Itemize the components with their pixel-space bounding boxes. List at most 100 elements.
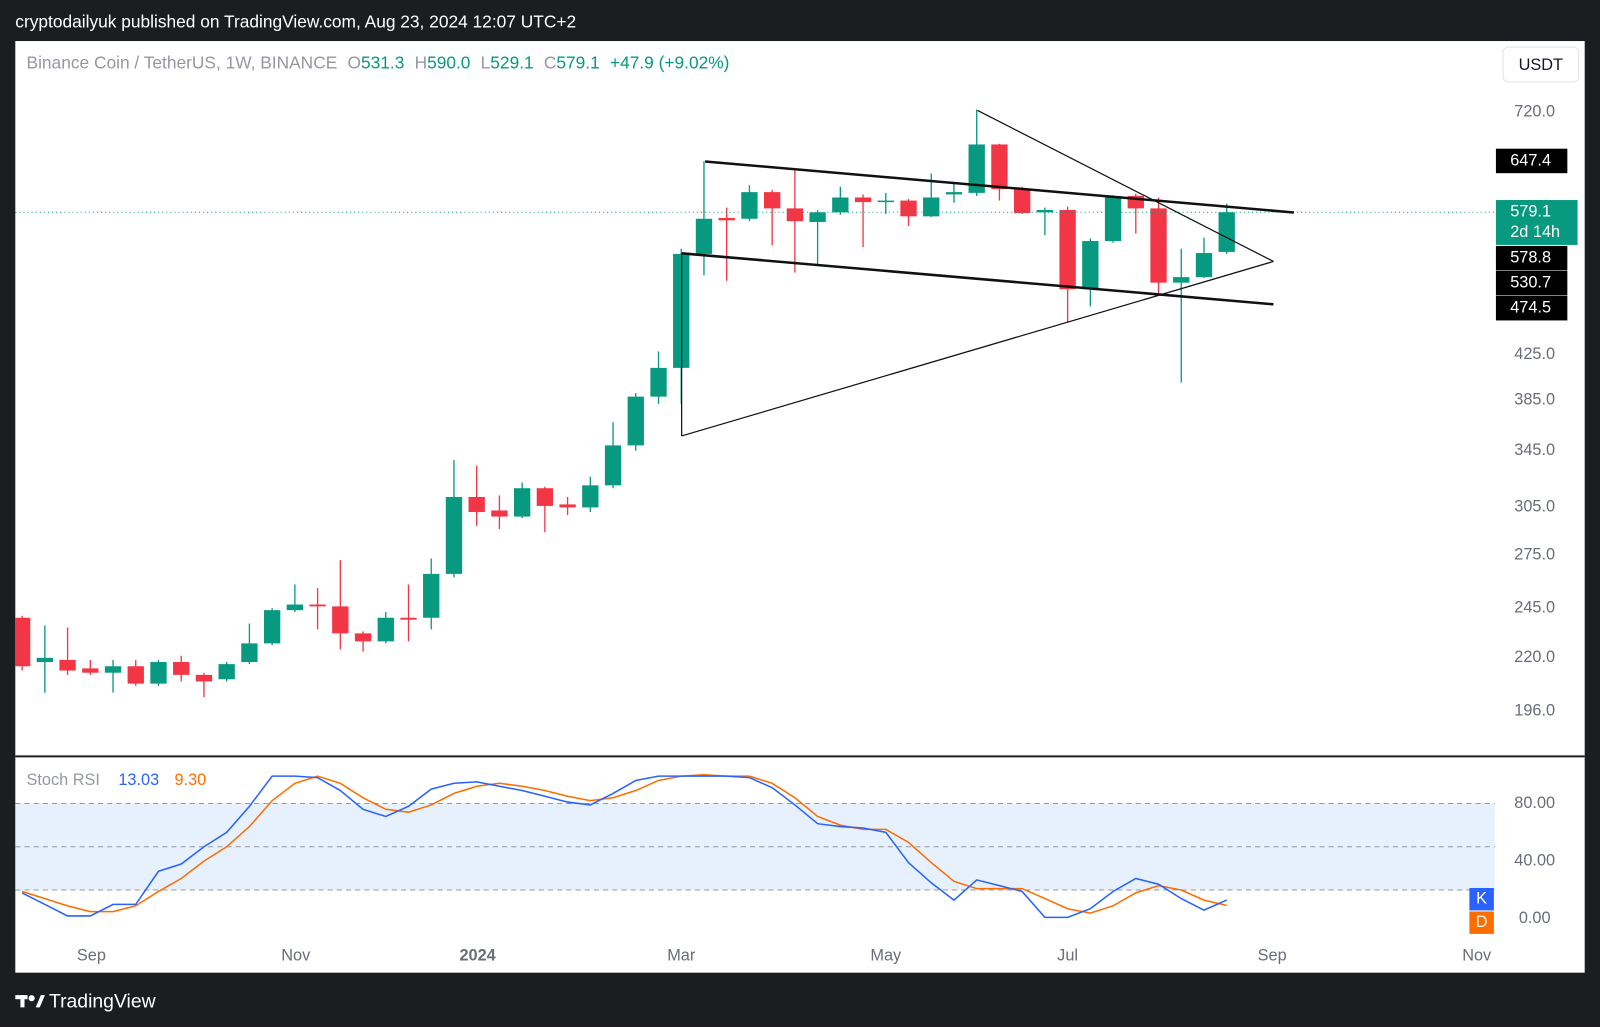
y-tick-label: 196.0 [1514,701,1555,719]
x-tick-label: Nov [281,947,311,965]
x-tick-label: Mar [667,947,696,965]
triangle-line [977,109,1274,263]
candle-body [423,573,440,618]
stoch-value: 9.30 [174,771,206,789]
candle-body [332,606,349,634]
trend-line [704,160,1294,214]
quote-key: O [348,52,361,72]
candle-body [877,200,894,203]
y-tick-label: 245.0 [1514,599,1555,617]
candle-body [104,666,122,673]
candle-body [763,192,781,209]
x-tick-label: May [870,947,902,965]
candle-body [604,445,622,486]
candle-body [513,488,531,517]
trend-line [681,252,1274,306]
candle-body [400,617,417,620]
price-label-box [1495,295,1568,321]
last-price-box [1495,200,1578,245]
stoch-badge-label: D [1476,913,1488,931]
quote-key: H [415,52,428,72]
candle-body [150,662,167,684]
price-label-box [1495,270,1568,296]
candle-body [854,197,872,203]
stoch-line [21,773,1227,914]
candle-body [1036,209,1054,213]
y-tick-label: 720.0 [1514,102,1555,120]
stoch-badge [1469,911,1494,934]
candle-body [923,197,940,217]
candle-body [15,617,31,667]
candle-body [1059,209,1076,290]
candle-body [82,668,99,673]
candle-body [127,666,144,684]
candle-body [195,674,213,682]
candle-body [945,192,963,195]
candle-body [582,485,599,508]
price-label: 474.5 [1510,298,1551,316]
candle-body [377,617,394,642]
overlay: Binance Coin / TetherUS, 1W, BINANCE O531… [27,52,1578,965]
stoch-value: 13.03 [118,771,159,789]
stoch-y-tick-label: 0.00 [1519,909,1551,927]
candle-body [241,643,258,663]
y-tick-label: 425.0 [1514,345,1555,363]
candle-body [445,496,463,574]
quote-change: +47.9 (+9.02%) [610,52,729,72]
publisher: cryptodailyuk published on TradingView.c… [15,11,576,31]
currency-button[interactable] [1502,46,1580,83]
quote-value: 529.1 [490,52,533,72]
stoch-y-tick-label: 80.00 [1514,794,1555,812]
quote-key: L [481,52,491,72]
quote-key: C [544,52,557,72]
currency: USDT [1519,56,1563,74]
price-label-box [1495,245,1568,271]
stoch-y-tick-label: 40.00 [1514,851,1555,869]
price-pane [15,109,1495,698]
stoch-pane [15,773,1495,919]
candle-body [832,197,849,213]
countdown: 2d 14h [1510,223,1560,241]
candle-body [559,504,576,508]
candle-body [1082,241,1099,290]
candle-body [741,192,758,219]
x-tick-label: 2024 [459,947,495,965]
x-tick-label: Nov [1462,947,1492,965]
quote-value: 590.0 [427,52,470,72]
candle-body [968,144,985,193]
brand: TradingView [49,990,157,1012]
price-label: 647.4 [1510,151,1551,169]
candle-body [695,218,713,254]
candle-body [786,208,804,222]
last-price: 579.1 [1510,203,1551,221]
y-tick-label: 385.0 [1514,391,1555,409]
drawing-tools [681,109,1294,437]
y-tick-label: 345.0 [1514,441,1555,459]
candle-body [536,488,554,506]
logo-shape [28,995,35,1002]
quote-value: 579.1 [556,52,599,72]
candle-body [59,659,76,671]
symbol-title: Binance Coin / TetherUS, 1W, BINANCE [27,52,338,72]
candle-body [218,664,235,680]
candle-body [627,396,644,446]
stoch-line [21,775,1228,919]
candle-body [809,212,826,222]
triangle-line [681,260,1274,437]
y-tick-label: 220.0 [1514,648,1555,666]
stoch-badge [1469,887,1494,911]
candle-body [491,510,508,517]
candle-body [718,217,735,221]
candle-body [900,200,917,217]
candle-body [1013,189,1031,214]
candle-body [354,633,372,642]
candle-body [36,657,54,663]
y-tick-label: 305.0 [1514,498,1555,516]
price-label: 530.7 [1510,273,1551,291]
candle-body [309,604,326,607]
logo-shape [20,995,25,1008]
stoch-badge-label: K [1476,890,1487,908]
candle-body [1218,212,1235,252]
